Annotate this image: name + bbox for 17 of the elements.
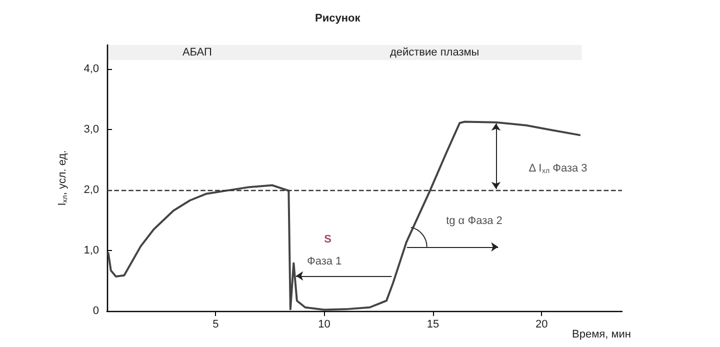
x-tick-label: 10 (318, 318, 330, 330)
x-tick-label: 5 (212, 318, 219, 330)
annotation: Фаза 1 (306, 255, 342, 268)
x-tick-label: 20 (535, 318, 548, 330)
x-tick-label: 15 (426, 318, 440, 330)
y-tick-label: 4,0 (84, 63, 99, 76)
y-tick-label: 1,0 (84, 244, 99, 257)
y-tick-label: 2,0 (84, 184, 99, 196)
y-tick-label: 3,0 (84, 124, 99, 136)
y-tick-label: 0 (92, 305, 99, 317)
band-label: АБАП (182, 46, 212, 58)
line-series (107, 120, 581, 311)
annotation: tg α Фаза 2 (446, 214, 502, 227)
chart-title: Рисунок (315, 12, 361, 24)
band-label: действие плазмы (390, 46, 480, 58)
annotation: S (324, 234, 332, 246)
x-axis-title: Время, мин (572, 328, 631, 340)
